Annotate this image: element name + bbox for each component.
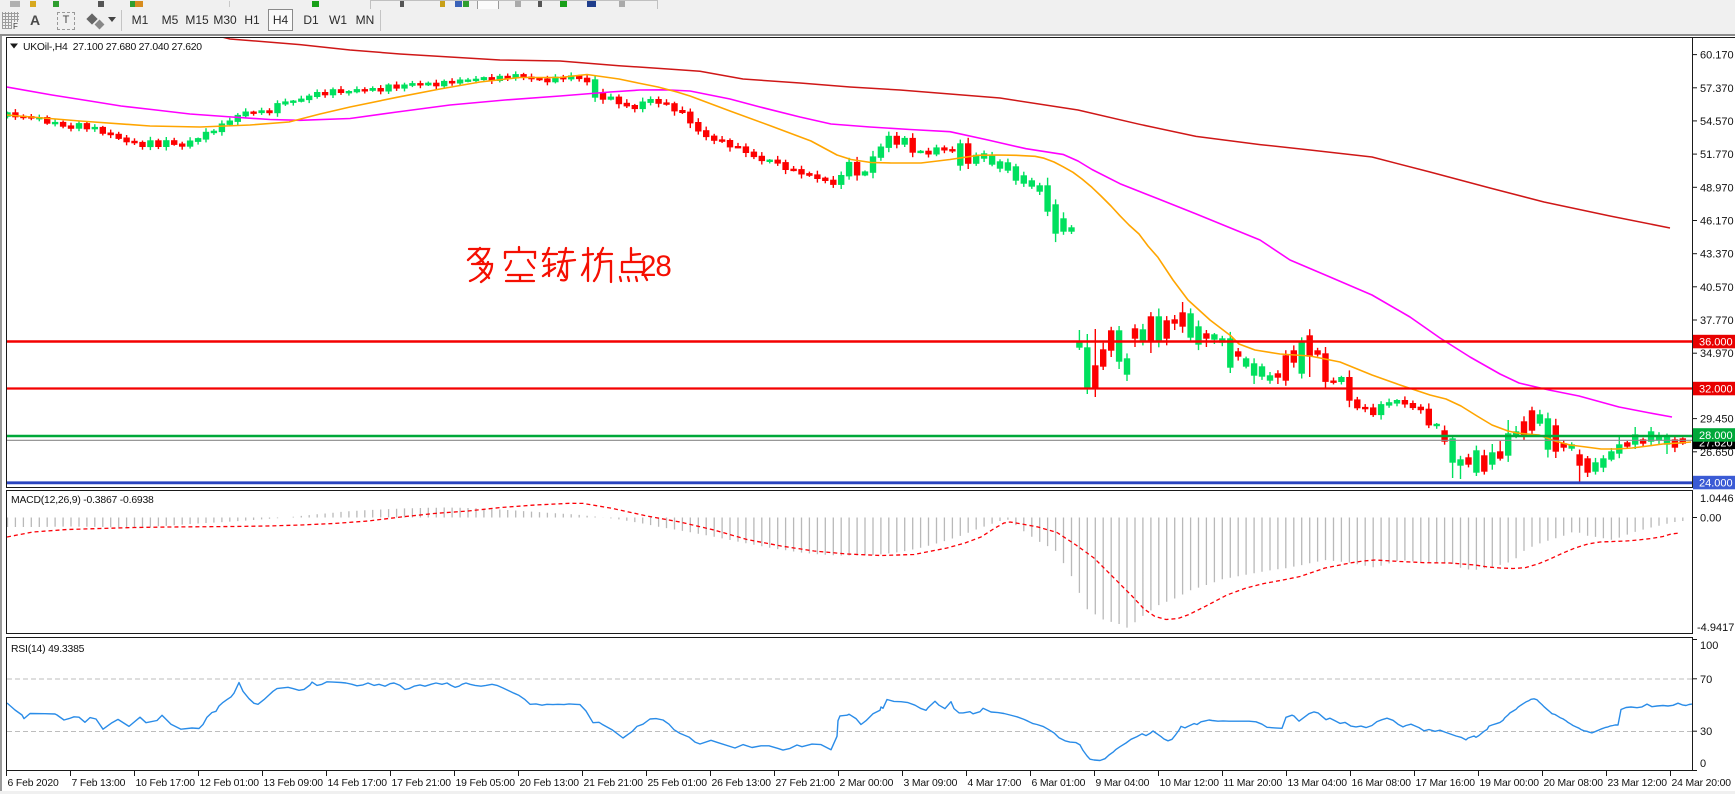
svg-text:RSI(14) 49.3385: RSI(14) 49.3385	[11, 644, 85, 655]
svg-text:60.170: 60.170	[1700, 50, 1734, 62]
svg-text:13 Feb 09:00: 13 Feb 09:00	[264, 778, 324, 789]
svg-text:6 Mar 01:00: 6 Mar 01:00	[1032, 778, 1086, 789]
svg-text:21 Feb 21:00: 21 Feb 21:00	[584, 778, 644, 789]
svg-text:23 Mar 12:00: 23 Mar 12:00	[1608, 778, 1668, 789]
svg-text:24 Mar 20:00: 24 Mar 20:00	[1672, 778, 1732, 789]
svg-text:14 Feb 17:00: 14 Feb 17:00	[328, 778, 388, 789]
svg-text:-4.9417: -4.9417	[1697, 622, 1734, 634]
svg-text:51.770: 51.770	[1700, 149, 1734, 161]
svg-text:43.370: 43.370	[1700, 249, 1734, 261]
svg-text:1.0446: 1.0446	[1700, 493, 1734, 505]
svg-text:10 Feb 17:00: 10 Feb 17:00	[136, 778, 196, 789]
svg-text:54.570: 54.570	[1700, 116, 1734, 128]
svg-text:17 Feb 21:00: 17 Feb 21:00	[392, 778, 452, 789]
svg-text:48.970: 48.970	[1700, 182, 1734, 194]
svg-text:57.370: 57.370	[1700, 83, 1734, 95]
svg-text:70: 70	[1700, 674, 1712, 686]
svg-text:27 Feb 21:00: 27 Feb 21:00	[776, 778, 836, 789]
svg-text:19 Feb 05:00: 19 Feb 05:00	[456, 778, 516, 789]
svg-text:17 Mar 16:00: 17 Mar 16:00	[1416, 778, 1476, 789]
svg-text:7 Feb 13:00: 7 Feb 13:00	[72, 778, 126, 789]
svg-text:MACD(12,26,9) -0.3867 -0.6938: MACD(12,26,9) -0.3867 -0.6938	[11, 495, 154, 506]
svg-text:3 Mar 09:00: 3 Mar 09:00	[904, 778, 958, 789]
svg-text:28: 28	[640, 250, 671, 283]
svg-text:9 Mar 04:00: 9 Mar 04:00	[1096, 778, 1150, 789]
svg-text:36.000: 36.000	[1699, 337, 1733, 349]
svg-text:0.00: 0.00	[1700, 513, 1721, 525]
svg-text:2 Mar 00:00: 2 Mar 00:00	[840, 778, 894, 789]
svg-text:30: 30	[1700, 726, 1712, 738]
svg-text:19 Mar 00:00: 19 Mar 00:00	[1480, 778, 1540, 789]
svg-text:16 Mar 08:00: 16 Mar 08:00	[1352, 778, 1412, 789]
svg-text:0: 0	[1700, 758, 1706, 770]
svg-text:26.650: 26.650	[1700, 447, 1734, 459]
svg-text:37.770: 37.770	[1700, 315, 1734, 327]
svg-text:24.000: 24.000	[1699, 478, 1733, 490]
svg-text:40.570: 40.570	[1700, 282, 1734, 294]
svg-text:UKOil-,H4 27.100 27.680 27.04: UKOil-,H4 27.100 27.680 27.040 27.620	[23, 42, 202, 53]
svg-text:100: 100	[1700, 640, 1718, 652]
svg-text:12 Feb 01:00: 12 Feb 01:00	[200, 778, 260, 789]
svg-text:29.450: 29.450	[1700, 414, 1734, 426]
svg-text:32.000: 32.000	[1699, 384, 1733, 396]
svg-text:34.970: 34.970	[1700, 348, 1734, 360]
svg-text:4 Mar 17:00: 4 Mar 17:00	[968, 778, 1022, 789]
svg-text:10 Mar 12:00: 10 Mar 12:00	[1160, 778, 1220, 789]
svg-text:20 Feb 13:00: 20 Feb 13:00	[520, 778, 580, 789]
svg-text:20 Mar 08:00: 20 Mar 08:00	[1544, 778, 1604, 789]
svg-text:11 Mar 20:00: 11 Mar 20:00	[1224, 778, 1283, 789]
svg-text:28.000: 28.000	[1699, 430, 1733, 442]
svg-text:6 Feb 2020: 6 Feb 2020	[8, 778, 59, 789]
svg-text:25 Feb 01:00: 25 Feb 01:00	[648, 778, 708, 789]
svg-text:26 Feb 13:00: 26 Feb 13:00	[712, 778, 772, 789]
svg-text:46.170: 46.170	[1700, 216, 1734, 228]
svg-text:13 Mar 04:00: 13 Mar 04:00	[1288, 778, 1348, 789]
